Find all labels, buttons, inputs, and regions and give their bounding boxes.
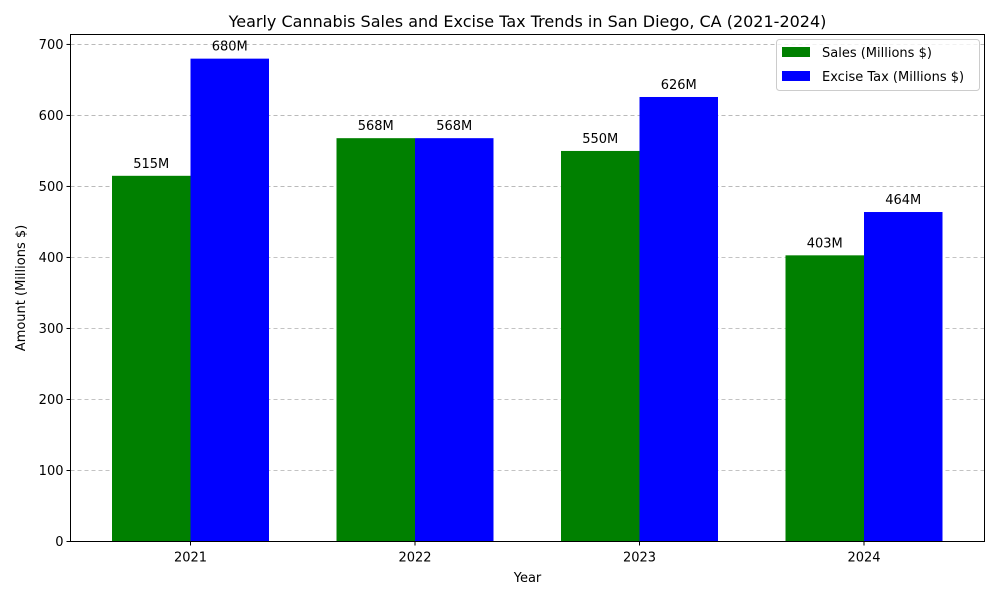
bar-excise-tax-2022 <box>415 138 494 542</box>
x-axis: 2021 2022 2023 2024 <box>174 541 881 566</box>
bar-sales-2023 <box>561 150 640 542</box>
bar-excise-tax-2021 <box>190 58 269 542</box>
bar-sales-2022 <box>336 138 415 542</box>
bar-label-sales-2023: 550M <box>582 132 618 147</box>
x-tick-label-2022: 2022 <box>398 551 431 566</box>
bar-excise-tax-2024 <box>864 212 943 542</box>
y-tick-label-400: 400 <box>39 251 64 266</box>
bar-label-sales-2021: 515M <box>133 157 169 172</box>
y-axis-label: Amount (Millions $) <box>14 225 29 351</box>
bar-label-excise-tax-2023: 626M <box>661 78 697 93</box>
y-tick-label-700: 700 <box>39 38 64 53</box>
bar-label-excise-tax-2022: 568M <box>436 119 472 134</box>
legend-label-excise-tax: Excise Tax (Millions $) <box>822 70 964 85</box>
bar-sales-2024 <box>785 255 864 542</box>
bar-labels: 515M 568M 550M 403M 680M 568M 626M 464M <box>133 40 921 252</box>
bar-excise-tax-2023 <box>639 96 718 542</box>
chart-title: Yearly Cannabis Sales and Excise Tax Tre… <box>228 12 827 31</box>
bar-label-sales-2024: 403M <box>807 236 843 251</box>
bar-label-excise-tax-2024: 464M <box>885 193 921 208</box>
plot-frame <box>70 34 985 542</box>
x-tick-label-2023: 2023 <box>623 551 656 566</box>
y-tick-label-200: 200 <box>39 393 64 408</box>
bar-label-sales-2022: 568M <box>358 119 394 134</box>
bar-label-excise-tax-2021: 680M <box>212 40 248 55</box>
y-tick-label-0: 0 <box>55 535 63 550</box>
x-tick-label-2024: 2024 <box>847 551 880 566</box>
x-axis-label: Year <box>513 571 542 586</box>
bars <box>112 58 943 542</box>
y-tick-label-300: 300 <box>39 322 64 337</box>
bar-sales-2021 <box>112 175 191 542</box>
legend-swatch-excise-tax <box>782 71 810 81</box>
legend-box <box>776 39 980 91</box>
legend-swatch-sales <box>782 47 810 57</box>
y-tick-label-100: 100 <box>39 464 64 479</box>
y-tick-label-600: 600 <box>39 109 64 124</box>
y-axis: 0 100 200 300 400 500 600 700 <box>39 38 71 550</box>
legend-label-sales: Sales (Millions $) <box>822 46 932 61</box>
x-tick-label-2021: 2021 <box>174 551 207 566</box>
y-tick-label-500: 500 <box>39 180 64 195</box>
legend: Sales (Millions $) Excise Tax (Millions … <box>776 39 980 91</box>
